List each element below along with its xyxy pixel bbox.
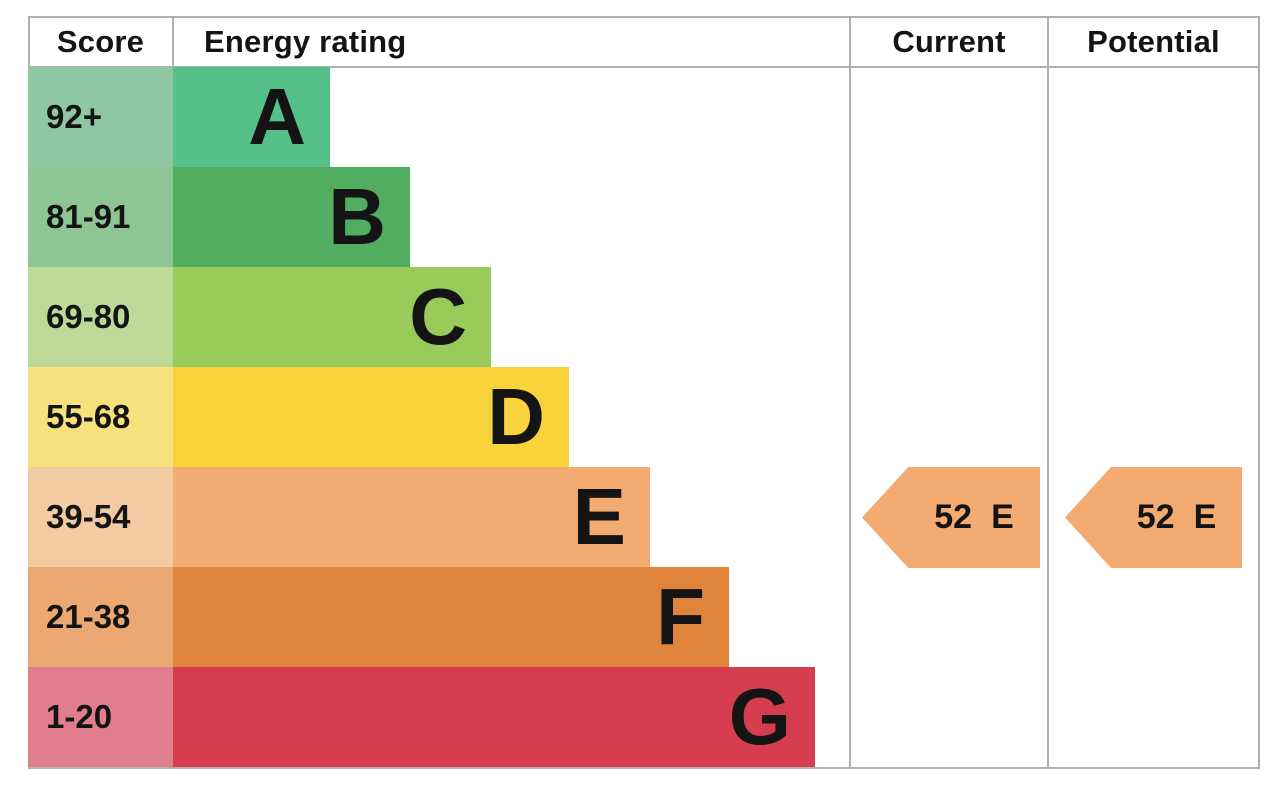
rating-bar-c: C (173, 267, 491, 367)
potential-rating-score: 52 (1136, 498, 1175, 536)
current-column-left-line (849, 16, 851, 769)
rating-bar-e: E (173, 467, 650, 567)
rating-bar-d: D (173, 367, 569, 467)
score-range-b: 81-91 (28, 167, 173, 267)
energy-rating-column-header: Energy rating (204, 24, 407, 59)
score-range-c: 69-80 (28, 267, 173, 367)
current-column-header: Current (892, 24, 1006, 59)
score-range-a: 92+ (28, 67, 173, 167)
current-rating-score: 52 (934, 498, 973, 536)
potential-rating-arrow: 52 E (1065, 467, 1242, 568)
header-left-line (28, 16, 30, 68)
rating-bar-a: A (173, 67, 330, 167)
frame-right-line (1258, 16, 1260, 769)
rating-bar-f: F (173, 567, 729, 667)
potential-rating-band: E (1193, 498, 1217, 536)
score-range-g: 1-20 (28, 667, 173, 767)
rating-bar-b: B (173, 167, 410, 267)
rating-bar-g: G (173, 667, 815, 767)
header-bottom-line (28, 66, 1260, 68)
potential-column-left-line (1047, 16, 1049, 769)
score-range-f: 21-38 (28, 567, 173, 667)
score-column-divider-line (172, 16, 174, 68)
potential-column-header: Potential (1087, 24, 1220, 59)
score-column-header: Score (56, 24, 145, 59)
frame-bottom-line (28, 767, 1260, 769)
score-range-e: 39-54 (28, 467, 173, 567)
current-rating-band: E (991, 498, 1014, 536)
score-range-d: 55-68 (28, 367, 173, 467)
current-rating-arrow: 52 E (862, 467, 1040, 568)
frame-top-line (28, 16, 1260, 18)
